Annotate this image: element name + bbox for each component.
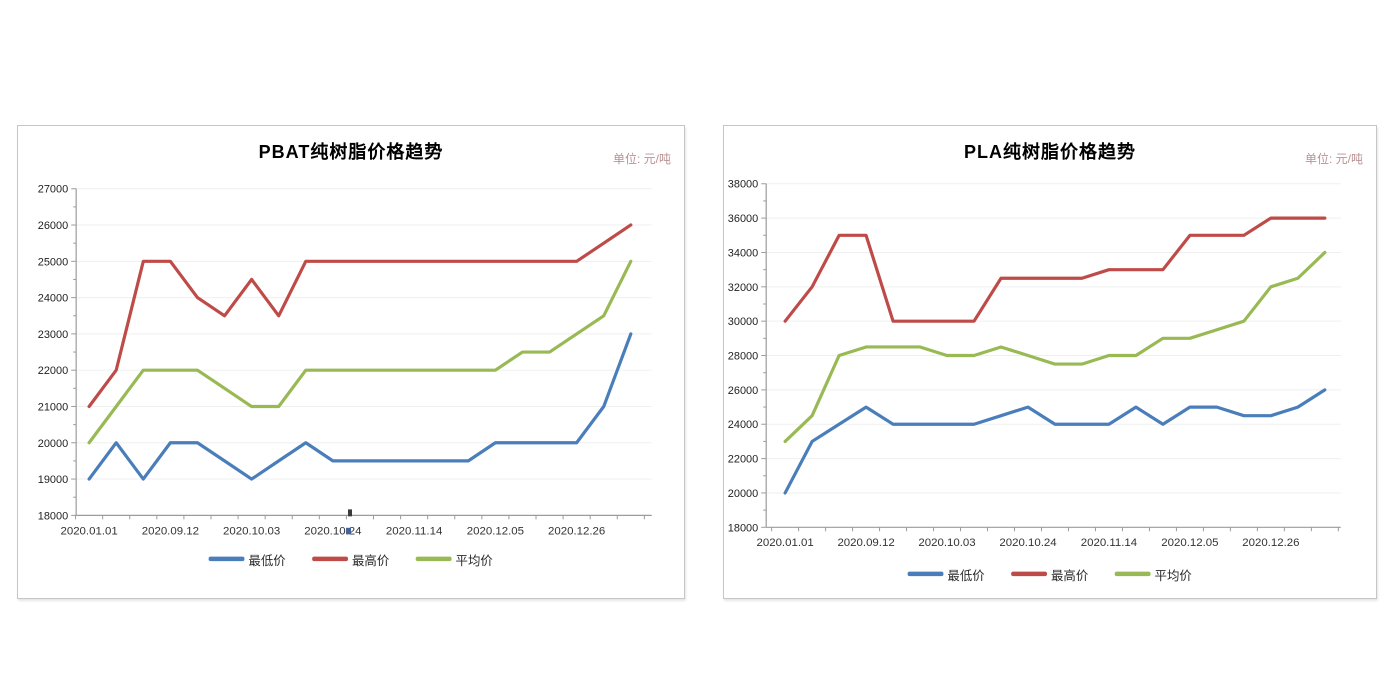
y-tick-label: 32000 xyxy=(728,282,758,294)
y-tick-label: 26000 xyxy=(728,385,758,397)
chart-title-pla: PLA纯树脂价格趋势 xyxy=(964,142,1136,162)
x-tick-label: 2020.12.26 xyxy=(1242,537,1299,549)
y-tick-label: 28000 xyxy=(728,351,758,363)
y-tick-label: 27000 xyxy=(38,184,68,196)
y-tick-label: 24000 xyxy=(728,419,758,431)
y-tick-label: 38000 xyxy=(728,179,758,191)
pixel-artifact xyxy=(348,509,352,517)
x-tick-label: 2020.09.12 xyxy=(837,537,894,549)
series-line-平均价 xyxy=(87,259,633,445)
legend-label: 平均价 xyxy=(456,554,494,568)
pla-line-chart: 18000 20000 22000 24000 26000 28000 30000 32000… xyxy=(728,179,1341,583)
y-tick-label: 25000 xyxy=(38,256,68,268)
series-line-平均价 xyxy=(783,250,1327,444)
pbat-line-chart: 18000 19000 20000 21000 22000 23000 24000 25000… xyxy=(38,184,652,568)
unit-label-pbat: 单位: 元/吨 xyxy=(612,152,671,166)
x-tick-label: 2020.12.26 xyxy=(548,525,605,537)
legend-label: 最低价 xyxy=(248,554,286,568)
y-tick-label: 22000 xyxy=(728,454,758,466)
x-tick-label: 2020.09.12 xyxy=(142,525,199,537)
chart-panel-pbat: PBAT纯树脂价格趋势 单位: 元/吨 18000 19000 20000 21000… xyxy=(17,125,685,599)
legend-label: 最低价 xyxy=(947,569,985,583)
legend-swatch xyxy=(1114,571,1151,577)
x-tick-label: 2020.10.24 xyxy=(999,537,1057,549)
x-tick-label: 2020.10.24 xyxy=(304,525,362,537)
chart-panel-pla: PLA纯树脂价格趋势 单位: 元/吨 18000 20000 22000 24000 2… xyxy=(723,125,1377,599)
y-tick-label: 21000 xyxy=(38,401,68,413)
y-tick-label: 30000 xyxy=(728,316,758,328)
series-line-最低价 xyxy=(87,332,633,481)
legend-swatch xyxy=(1011,571,1048,577)
y-tick-label: 18000 xyxy=(38,510,68,522)
legend-label: 平均价 xyxy=(1155,569,1193,583)
unit-label-pla: 单位: 元/吨 xyxy=(1304,152,1363,166)
y-tick-label: 20000 xyxy=(38,438,68,450)
legend-label: 最高价 xyxy=(1051,568,1089,583)
y-tick-label: 18000 xyxy=(728,522,758,534)
series-line-最高价 xyxy=(87,223,633,409)
x-tick-label: 2020.11.14 xyxy=(1081,537,1138,549)
y-tick-label: 24000 xyxy=(38,293,68,305)
y-tick-label: 26000 xyxy=(38,220,68,232)
x-tick-label: 2020.01.01 xyxy=(756,537,813,549)
x-tick-label: 2020.10.03 xyxy=(918,537,975,549)
y-tick-label: 19000 xyxy=(38,474,68,486)
x-tick-label: 2020.01.01 xyxy=(60,525,117,537)
chart-title-pbat: PBAT纯树脂价格趋势 xyxy=(258,142,444,162)
legend-swatch xyxy=(208,556,245,562)
legend-swatch xyxy=(415,556,452,562)
x-tick-label: 2020.11.14 xyxy=(386,525,443,537)
legend-swatch xyxy=(312,556,349,562)
legend-label: 最高价 xyxy=(352,553,390,568)
pixel-artifact xyxy=(346,527,351,535)
x-tick-label: 2020.12.05 xyxy=(467,525,524,537)
x-tick-label: 2020.10.03 xyxy=(223,525,280,537)
x-tick-label: 2020.12.05 xyxy=(1161,537,1218,549)
y-tick-label: 34000 xyxy=(728,247,758,259)
y-tick-label: 20000 xyxy=(728,488,758,500)
y-tick-label: 36000 xyxy=(728,213,758,225)
series-line-最低价 xyxy=(783,388,1327,495)
y-tick-label: 22000 xyxy=(38,365,68,377)
series-line-最高价 xyxy=(783,216,1327,323)
y-tick-label: 23000 xyxy=(38,329,68,341)
legend-swatch xyxy=(907,571,944,577)
